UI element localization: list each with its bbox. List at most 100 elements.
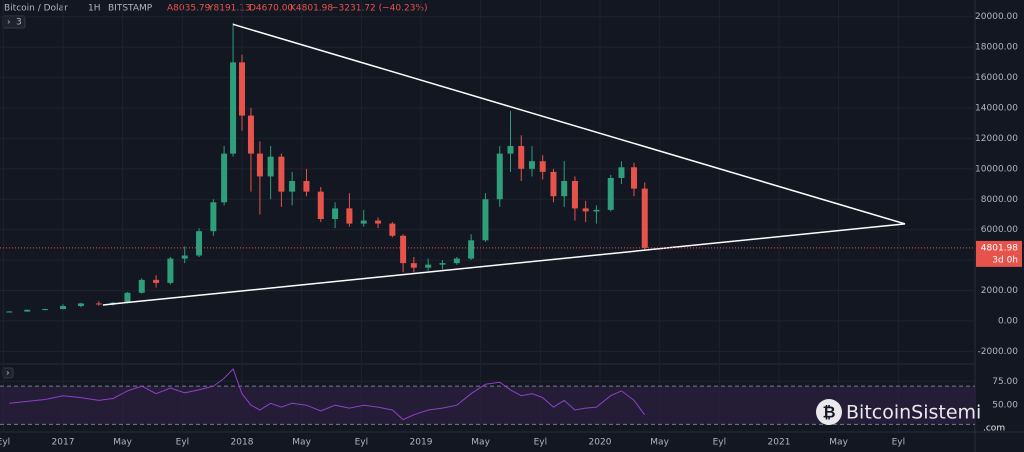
candle-body bbox=[60, 306, 67, 310]
candle-body bbox=[582, 208, 589, 212]
interval: 1H bbox=[88, 4, 101, 14]
candle-body bbox=[550, 171, 557, 197]
candle-body bbox=[410, 263, 417, 268]
candle-body bbox=[247, 115, 254, 154]
candle-body bbox=[389, 223, 396, 236]
candle-body bbox=[24, 309, 31, 312]
x-tick-label: 2021 bbox=[768, 438, 791, 448]
y-tick-label: 2000.00 bbox=[981, 286, 1018, 296]
candle-body bbox=[400, 235, 407, 264]
candle-body bbox=[468, 240, 475, 259]
candle-body bbox=[42, 309, 49, 311]
x-tick-label: Eyl bbox=[0, 438, 10, 448]
candle-body bbox=[256, 153, 263, 177]
candle-body bbox=[239, 62, 246, 116]
y-tick-label: 0.00 bbox=[998, 316, 1018, 326]
candle-body bbox=[77, 303, 84, 307]
watermark-logo bbox=[816, 399, 842, 425]
trendline bbox=[232, 23, 906, 225]
x-tick-label: Eyl bbox=[534, 438, 548, 448]
low-text: D4670.00 bbox=[249, 4, 293, 14]
candle-body bbox=[571, 181, 578, 209]
y-tick-label: -2000.00 bbox=[978, 347, 1019, 357]
watermark: ₿ BitcoinSistemi .com bbox=[816, 399, 1005, 434]
change-text: −3231.72 (−40.23%) bbox=[331, 4, 428, 14]
candle-body bbox=[153, 279, 160, 283]
candle-body bbox=[196, 231, 203, 256]
rsi-line bbox=[9, 367, 646, 421]
candle-body bbox=[641, 188, 648, 248]
candle-body bbox=[6, 311, 13, 313]
x-tick-label: May bbox=[292, 438, 311, 448]
indicator-count: 3 bbox=[16, 18, 22, 28]
countdown-label: 3d 0h bbox=[992, 255, 1018, 265]
candle-body bbox=[496, 153, 503, 200]
candle-body bbox=[95, 303, 102, 305]
x-tick-label: Eyl bbox=[892, 438, 906, 448]
candle-body bbox=[138, 279, 145, 293]
toggle-arrow: › bbox=[7, 18, 11, 28]
y-tick-label: 8000.00 bbox=[981, 195, 1018, 205]
x-tick-label: 2018 bbox=[231, 438, 254, 448]
candle-body bbox=[332, 208, 339, 220]
symbol: Bitcoin / Dolar bbox=[4, 4, 68, 14]
candle-body bbox=[317, 191, 324, 220]
candle-body bbox=[631, 167, 638, 189]
candle-body bbox=[278, 156, 285, 192]
candle-body bbox=[346, 208, 353, 224]
candle-body bbox=[593, 209, 600, 212]
candle-body bbox=[289, 181, 296, 192]
y-tick-label: 14000.00 bbox=[975, 103, 1018, 113]
last-price-box bbox=[976, 240, 1022, 267]
x-tick-label: 2020 bbox=[589, 438, 612, 448]
candle-body bbox=[518, 146, 525, 169]
y-tick-label: 50.00 bbox=[992, 401, 1018, 411]
candle-body bbox=[230, 62, 237, 154]
watermark-text: BitcoinSistemi bbox=[846, 402, 981, 424]
last-price-label: 4801.98 bbox=[981, 243, 1018, 253]
y-tick-label: 75.00 bbox=[992, 377, 1018, 387]
candle-body bbox=[360, 220, 367, 224]
y-tick-label: 12000.00 bbox=[975, 134, 1018, 144]
candle-body bbox=[507, 146, 514, 154]
high-text: Y8191.13 bbox=[207, 4, 251, 14]
x-tick-label: 2017 bbox=[52, 438, 75, 448]
candle-body bbox=[453, 258, 460, 264]
trendline bbox=[102, 223, 906, 306]
candle-body bbox=[539, 161, 546, 172]
candle-body bbox=[375, 220, 382, 224]
candle-body bbox=[561, 181, 568, 197]
candle-body bbox=[618, 167, 625, 178]
candle-body bbox=[124, 292, 131, 303]
header: Bitcoin / Dolar 1H BITSTAMP A8035.79 Y81… bbox=[2, 4, 428, 379]
close-text: K4801.98 bbox=[290, 4, 333, 14]
x-tick-label: May bbox=[650, 438, 669, 448]
y-tick-label: 16000.00 bbox=[975, 73, 1018, 83]
watermark-logo-text: ₿ bbox=[822, 403, 835, 422]
candle-body bbox=[482, 199, 489, 241]
y-tick-label: 6000.00 bbox=[981, 225, 1018, 235]
candle-body bbox=[425, 264, 432, 268]
x-tick-label: May bbox=[113, 438, 132, 448]
x-tick-label: May bbox=[471, 438, 490, 448]
x-tick-label: 2019 bbox=[410, 438, 433, 448]
x-tick-label: Eyl bbox=[355, 438, 369, 448]
candle-body bbox=[210, 202, 217, 232]
candle-body bbox=[528, 161, 535, 169]
candle-body bbox=[267, 156, 274, 177]
toggle-arrow: › bbox=[6, 369, 10, 379]
y-tick-label: 18000.00 bbox=[975, 43, 1018, 53]
candle-body bbox=[303, 181, 310, 192]
candle-body bbox=[439, 263, 446, 265]
watermark-suffix: .com bbox=[983, 424, 1005, 434]
candle-body bbox=[181, 255, 188, 259]
exchange: BITSTAMP bbox=[108, 4, 153, 14]
candle-body bbox=[607, 177, 614, 210]
y-tick-label: 20000.00 bbox=[975, 12, 1018, 22]
candle-body bbox=[167, 258, 174, 283]
y-tick-label: 10000.00 bbox=[975, 164, 1018, 174]
x-tick-label: May bbox=[829, 438, 848, 448]
open-text: A8035.79 bbox=[167, 4, 211, 14]
x-tick-label: Eyl bbox=[713, 438, 727, 448]
